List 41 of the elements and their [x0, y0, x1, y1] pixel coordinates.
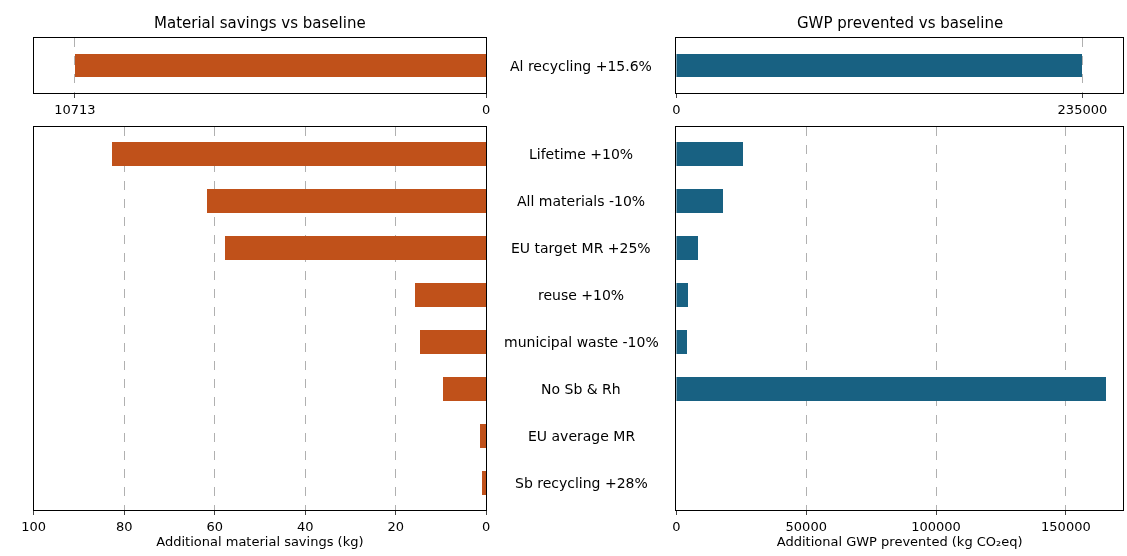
y-tick-label: reuse +10%: [538, 287, 625, 303]
x-tick-label: 150000: [1041, 518, 1091, 534]
x-tick-label: 20: [387, 518, 404, 534]
bar: [676, 236, 699, 260]
bar: [419, 330, 486, 354]
bar: [676, 330, 688, 354]
y-tick-label: Al recycling +15.6%: [510, 58, 652, 74]
bar: [206, 189, 486, 213]
bar: [224, 236, 486, 260]
bar: [414, 283, 486, 307]
x-axis-title: Additional material savings (kg): [156, 533, 364, 549]
bar: [676, 142, 744, 166]
y-tick-label: No Sb & Rh: [541, 381, 621, 397]
y-tick-label: Sb recycling +28%: [515, 475, 648, 491]
x-tick-label: 50000: [785, 518, 827, 534]
bar: [111, 142, 486, 166]
chart-title: Material savings vs baseline: [154, 14, 366, 32]
x-tick-label: 235000: [1057, 101, 1108, 117]
x-tick-label: 40: [296, 518, 314, 534]
bar: [481, 471, 486, 495]
x-tick-label: 10713: [54, 101, 96, 117]
bar: [676, 189, 724, 213]
y-tick-label: EU average MR: [528, 428, 636, 444]
y-tick-label: Lifetime +10%: [529, 146, 634, 162]
x-tick-label: 60: [206, 518, 223, 534]
bar: [479, 424, 486, 448]
x-axis-title: Additional GWP prevented (kg CO₂eq): [776, 533, 1023, 549]
y-tick-label: All materials -10%: [517, 193, 646, 209]
x-tick-label: 0: [672, 101, 681, 117]
chart-title: GWP prevented vs baseline: [797, 14, 1004, 32]
x-tick-label: 0: [482, 518, 491, 534]
x-tick-label: 100000: [911, 518, 961, 534]
bar: [676, 377, 1107, 401]
x-tick-label: 0: [672, 518, 681, 534]
bar: [442, 377, 486, 401]
y-tick-label: EU target MR +25%: [511, 240, 651, 256]
y-tick-label: municipal waste -10%: [504, 334, 659, 350]
x-tick-label: 100: [21, 518, 47, 534]
x-tick-label: 0: [482, 101, 491, 117]
x-tick-label: 80: [115, 518, 133, 534]
bar: [676, 283, 689, 307]
